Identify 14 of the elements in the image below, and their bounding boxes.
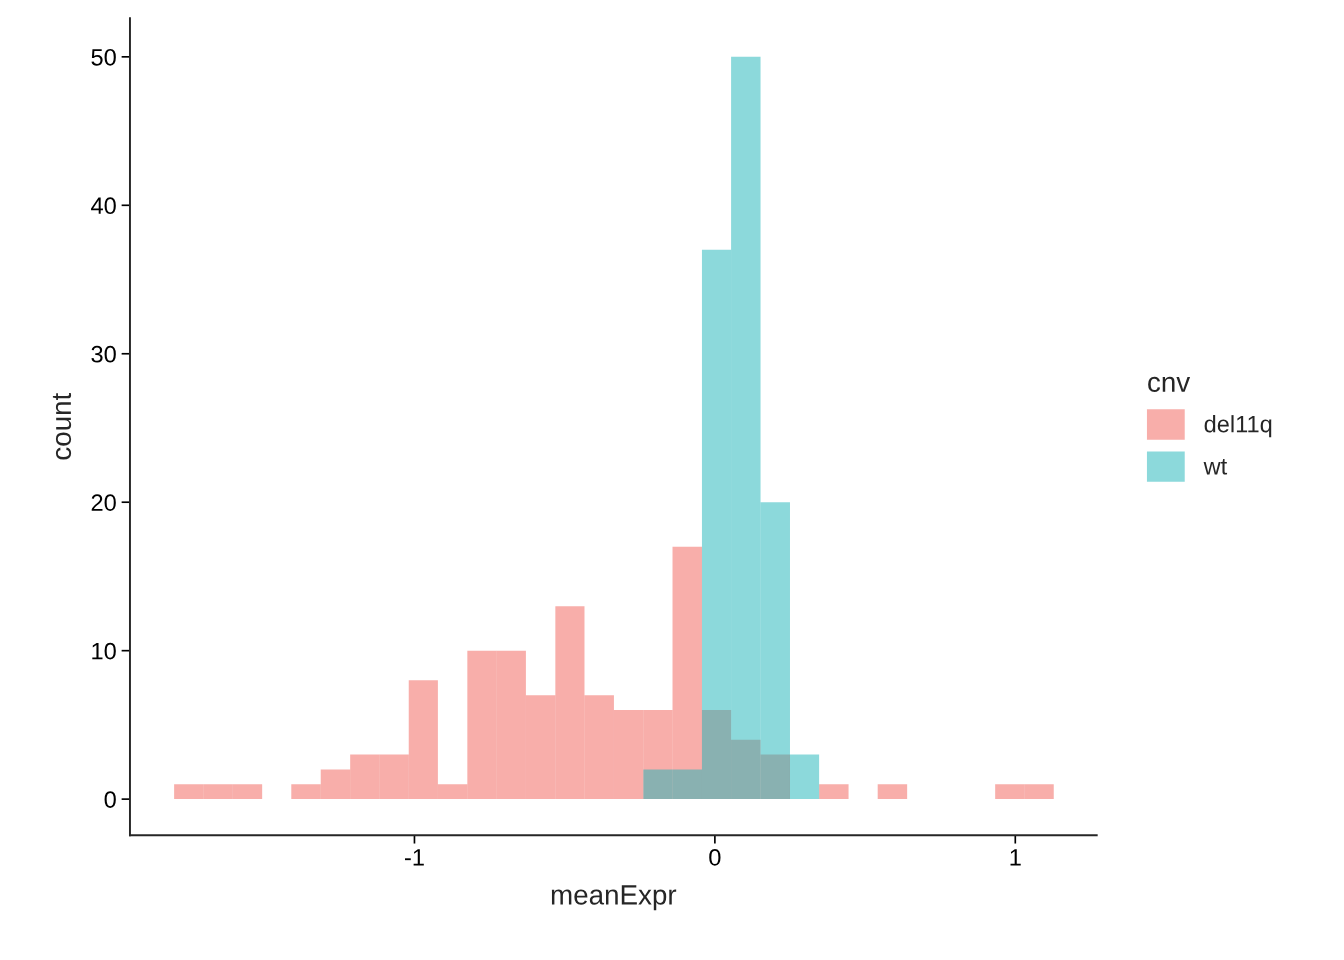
- y-axis-title: count: [52, 392, 72, 460]
- x-tick-label: 0: [709, 849, 721, 866]
- x-tick-label: -1: [405, 849, 424, 866]
- x-tick-label: 1: [1010, 849, 1021, 866]
- y-tick-label: 10: [92, 642, 116, 660]
- legend-label: del11q: [1204, 415, 1272, 438]
- y-tick-label: 40: [91, 197, 116, 215]
- legend-title: cnv: [1148, 376, 1191, 393]
- y-tick-label: 0: [104, 791, 116, 808]
- x-axis-title: meanExpr: [551, 885, 677, 911]
- y-tick-label: 20: [91, 494, 116, 511]
- y-tick-label: 30: [91, 345, 116, 363]
- y-tick-label: 50: [91, 48, 116, 66]
- legend-label: wt: [1203, 459, 1228, 475]
